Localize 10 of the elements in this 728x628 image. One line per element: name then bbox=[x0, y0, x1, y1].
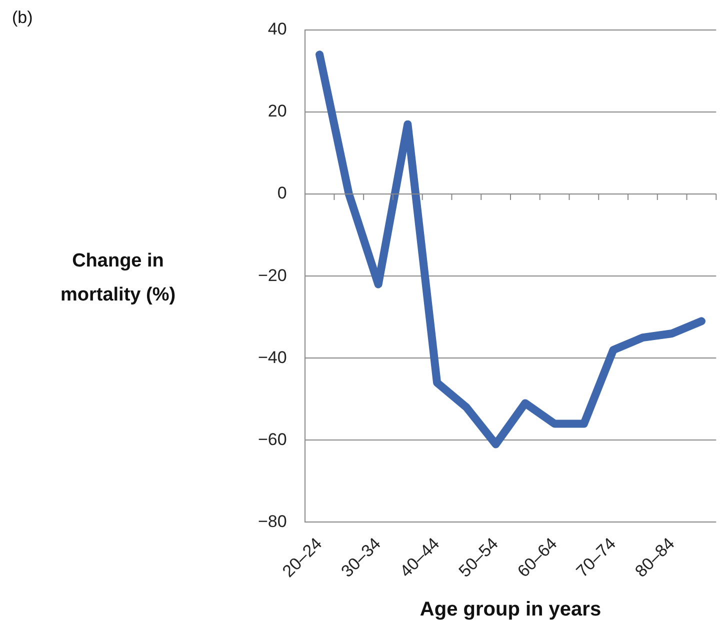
y-tick-label: −80 bbox=[258, 512, 287, 531]
y-tick-label: −40 bbox=[258, 348, 287, 367]
y-tick-label: −20 bbox=[258, 266, 287, 285]
y-tick-label: 20 bbox=[268, 102, 287, 121]
y-tick-label: −60 bbox=[258, 430, 287, 449]
y-axis-title: Change in mortality (%) bbox=[60, 250, 176, 306]
text: (b) bbox=[12, 8, 33, 28]
y-tick-label: 0 bbox=[277, 184, 287, 203]
y-tick-label: 40 bbox=[268, 20, 287, 39]
x-axis-title: Age group in years bbox=[420, 598, 602, 621]
